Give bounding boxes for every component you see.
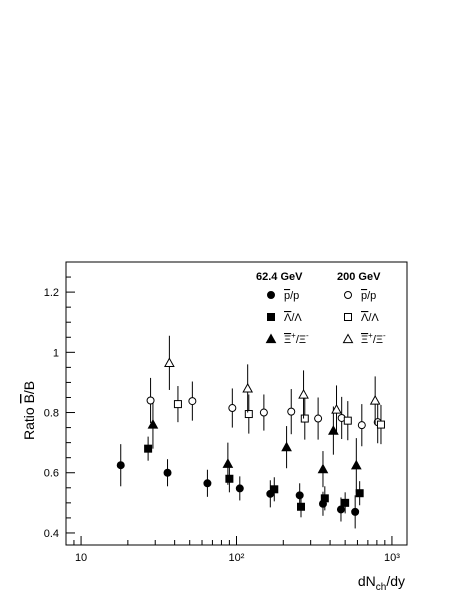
- axis-ticks: [65, 261, 393, 545]
- plot-frame: [65, 261, 408, 546]
- legend-label: Ξ+/Ξ-: [361, 331, 386, 346]
- legend-label: p/p: [361, 290, 376, 302]
- legend-marker: [267, 313, 275, 321]
- series-1: [144, 436, 364, 518]
- legend-marker: [344, 291, 352, 299]
- data-point: [369, 394, 381, 405]
- legend-marker: [267, 291, 275, 299]
- data-point: [350, 459, 362, 470]
- series-3: [146, 377, 382, 447]
- data-point: [355, 489, 364, 498]
- data-point: [242, 382, 254, 393]
- data-point: [336, 505, 345, 514]
- data-point: [164, 357, 175, 367]
- legend-label: Ξ+/Ξ-: [284, 331, 309, 346]
- data-point: [295, 491, 304, 500]
- data-point: [351, 507, 360, 516]
- data-point: [331, 403, 342, 414]
- x-tick-label: 10: [75, 552, 87, 564]
- legend-marker: [342, 333, 354, 344]
- data-point: [146, 396, 155, 405]
- data-point: [173, 400, 182, 409]
- legend: 62.4 GeV 200 GeV p/p p/p Λ/Λ Λ/Λ Ξ+/Ξ- Ξ+/Ξ-: [256, 271, 386, 346]
- data-point: [235, 484, 244, 493]
- series-2: [147, 400, 362, 493]
- data-point: [298, 388, 309, 399]
- legend-label: Λ/Λ: [361, 312, 379, 324]
- series-5: [164, 335, 381, 434]
- legend-group-62: 62.4 GeV: [256, 271, 303, 283]
- data-point: [244, 410, 253, 419]
- data-point: [270, 485, 279, 494]
- data-point: [343, 416, 352, 425]
- legend-label: Λ/Λ: [284, 312, 302, 324]
- data-point: [259, 408, 268, 417]
- data-point: [281, 441, 292, 452]
- data-point: [188, 397, 197, 406]
- data-point: [300, 414, 309, 423]
- data-point: [225, 474, 234, 483]
- data-point: [203, 479, 212, 488]
- data-point: [287, 407, 296, 416]
- data-point: [228, 404, 237, 413]
- data-point: [147, 419, 159, 429]
- data-point: [376, 420, 385, 429]
- tick-labels: 10 10² 10³ 0.4 0.6 0.8 1 1.2: [44, 287, 401, 564]
- y-tick-label: 0.6: [44, 468, 59, 480]
- legend-marker: [344, 313, 352, 321]
- data-point: [163, 468, 172, 477]
- data-point: [144, 444, 153, 453]
- y-tick-label: 1.2: [44, 287, 59, 299]
- series-4: [173, 386, 385, 445]
- data-point: [320, 494, 329, 503]
- data-point: [357, 421, 366, 430]
- data-point: [297, 502, 306, 511]
- y-tick-label: 0.8: [44, 408, 59, 420]
- data-point: [222, 458, 234, 468]
- legend-label: p/p: [284, 290, 299, 302]
- data-point: [317, 463, 329, 474]
- data-points: [116, 335, 385, 529]
- data-point: [341, 498, 350, 507]
- legend-marker: [265, 333, 277, 344]
- data-point: [328, 425, 339, 435]
- x-tick-label: 10³: [384, 552, 400, 564]
- data-point: [314, 414, 323, 423]
- legend-group-200: 200 GeV: [337, 271, 381, 283]
- y-tick-label: 1: [53, 347, 59, 359]
- x-tick-label: 10²: [229, 552, 245, 564]
- series-0: [116, 444, 360, 529]
- x-axis-title: dNch/dy: [358, 573, 405, 593]
- y-tick-label: 0.4: [44, 528, 59, 540]
- data-point: [116, 461, 125, 470]
- y-axis-title: Ratio B/B: [21, 381, 37, 440]
